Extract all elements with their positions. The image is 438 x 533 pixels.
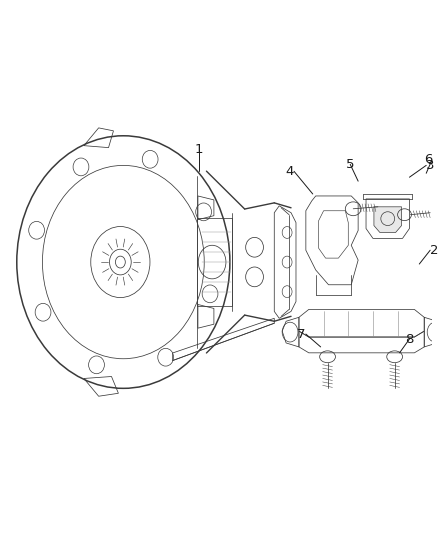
Text: 8: 8 bbox=[405, 333, 413, 345]
Text: 1: 1 bbox=[195, 143, 204, 156]
Text: 7: 7 bbox=[297, 328, 306, 341]
Text: 4: 4 bbox=[286, 165, 294, 178]
Polygon shape bbox=[374, 207, 402, 232]
Text: 3: 3 bbox=[426, 159, 435, 172]
Text: 5: 5 bbox=[346, 158, 354, 171]
Text: 2: 2 bbox=[430, 244, 438, 257]
Text: 6: 6 bbox=[424, 153, 432, 166]
